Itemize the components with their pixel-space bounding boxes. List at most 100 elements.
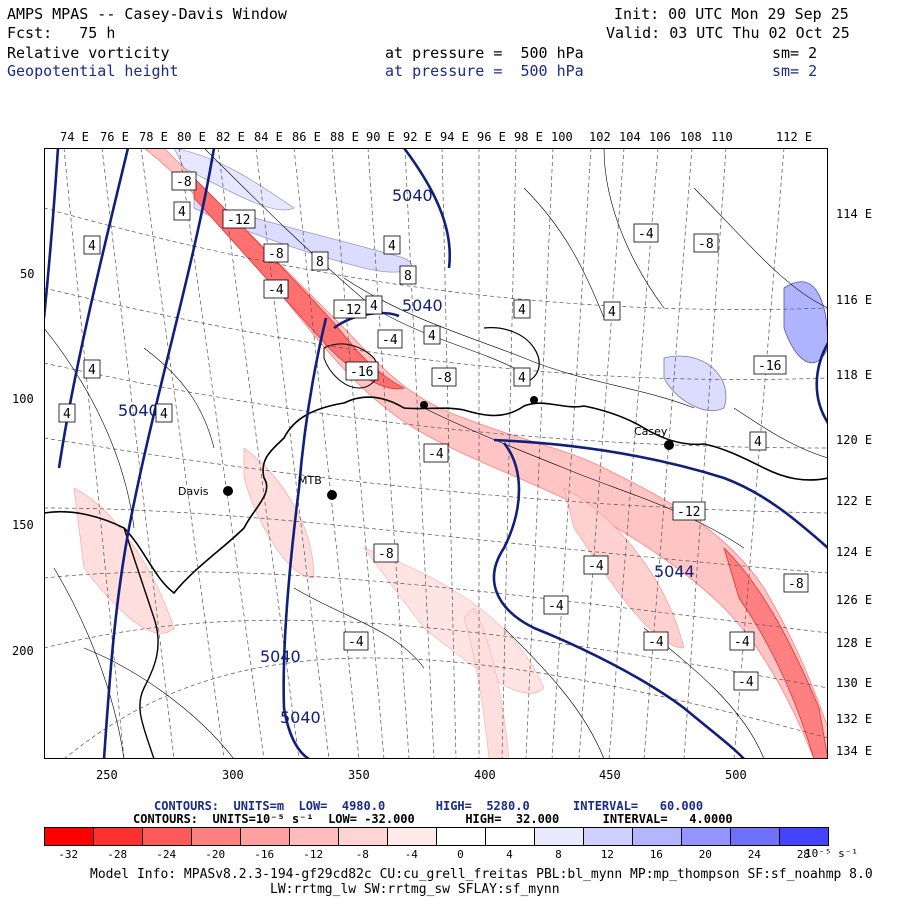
height-contour-info: CONTOURS: UNITS=m LOW= 4980.0 HIGH= 5280… xyxy=(154,799,704,813)
lon-label: 100 xyxy=(551,130,573,144)
graticule-parallels xyxy=(44,207,828,759)
vorticity-label: -8 xyxy=(263,243,289,263)
lon-label: 98 E xyxy=(514,130,543,144)
colorbar-segment xyxy=(485,827,535,846)
lon-label: 82 E xyxy=(216,130,245,144)
svg-text:4: 4 xyxy=(88,363,96,378)
svg-text:-8: -8 xyxy=(176,175,192,190)
antarctic-coastline xyxy=(44,396,828,595)
colorbar-segment xyxy=(289,827,339,846)
svg-text:-4: -4 xyxy=(648,635,664,650)
model-physics-info: LW:rrtmg_lw SW:rrtmg_sw SFLAY:sf_mynn xyxy=(270,882,560,897)
vorticity-label: -4 xyxy=(633,223,659,243)
svg-text:4: 4 xyxy=(388,239,396,254)
svg-text:4: 4 xyxy=(63,407,71,422)
colorbar-tick-label: -32 xyxy=(58,848,79,861)
vorticity-label: -8 xyxy=(373,543,399,563)
lon-label: 108 xyxy=(680,130,702,144)
height-label: 5040 xyxy=(402,296,443,315)
vorticity-label: -4 xyxy=(729,631,755,651)
svg-text:-12: -12 xyxy=(227,213,250,228)
lon-label: 94 E xyxy=(440,130,469,144)
lon-label: 110 xyxy=(711,130,733,144)
lon-label: 86 E xyxy=(292,130,321,144)
colorbar-segment xyxy=(44,827,94,846)
svg-text:4: 4 xyxy=(88,239,96,254)
lon-label: 92 E xyxy=(403,130,432,144)
lon-label: 76 E xyxy=(100,130,129,144)
lon-label: 106 xyxy=(649,130,671,144)
station-mtb[interactable]: MTB xyxy=(298,474,337,500)
svg-text:-8: -8 xyxy=(268,247,284,262)
lon-label: 128 E xyxy=(836,636,873,650)
svg-text:8: 8 xyxy=(404,269,412,284)
vorticity-label: -12 xyxy=(672,501,706,521)
vorticity-label: 4 xyxy=(155,403,173,423)
svg-text:-4: -4 xyxy=(268,283,284,298)
vorticity-label: -8 xyxy=(693,233,719,253)
init-time: Init: 00 UTC Mon 29 Sep 25 xyxy=(614,5,849,23)
height-label: 5040 xyxy=(392,186,433,205)
vorticity-label: -4 xyxy=(543,595,569,615)
vorticity-label: -12 xyxy=(222,209,256,229)
svg-text:-4: -4 xyxy=(428,447,444,462)
positive-vorticity-region xyxy=(663,355,727,411)
station-casey[interactable]: Casey xyxy=(634,425,674,450)
height-label: 5040 xyxy=(260,647,301,666)
svg-text:4: 4 xyxy=(428,329,436,344)
vorticity-label: -4 xyxy=(423,443,449,463)
svg-text:-12: -12 xyxy=(677,505,700,520)
lon-label: 102 xyxy=(589,130,611,144)
negative-vorticity-band xyxy=(463,607,510,759)
height-labels: 5040 5040 5040 5040 5040 5044 xyxy=(118,186,695,727)
vorticity-label: -8 xyxy=(431,367,457,387)
ice-shelf-outline xyxy=(483,327,540,384)
vorticity-label: -4 xyxy=(263,279,289,299)
vorticity-label: -4 xyxy=(343,631,369,651)
colorbar-segment xyxy=(730,827,780,846)
forecast-hour: Fcst: 75 h xyxy=(7,24,116,42)
lon-label: 80 E xyxy=(177,130,206,144)
svg-text:-4: -4 xyxy=(348,635,364,650)
colorbar-tick-label: -4 xyxy=(404,848,418,861)
lon-label: 74 E xyxy=(60,130,89,144)
lon-label: 120 E xyxy=(836,433,873,447)
grid-x-label: 450 xyxy=(599,768,621,782)
svg-text:4: 4 xyxy=(370,299,378,314)
vorticity-label: -12 xyxy=(333,299,367,319)
vorticity-label: 4 xyxy=(513,367,531,387)
colorbar-segment xyxy=(338,827,388,846)
vorticity-labels: -8-12-8-4-12-16-8-4-8-12-8-4-16-4-844488… xyxy=(58,171,809,691)
vorticity-label: 4 xyxy=(383,235,401,255)
colorbar-units: 10⁻⁵ s⁻¹ xyxy=(805,847,858,860)
station-davis[interactable]: Davis xyxy=(178,485,233,498)
svg-text:-16: -16 xyxy=(350,365,373,380)
colorbar-tick-label: -28 xyxy=(107,848,128,861)
grid-x-label: 350 xyxy=(348,768,370,782)
svg-text:4: 4 xyxy=(518,371,526,386)
coastal-marker xyxy=(420,401,428,409)
svg-text:-8: -8 xyxy=(788,577,804,592)
grid-x-label: 300 xyxy=(222,768,244,782)
valid-time: Valid: 03 UTC Thu 02 Oct 25 xyxy=(606,24,850,42)
colorbar-tick-label: -8 xyxy=(355,848,369,861)
lon-label: 88 E xyxy=(330,130,359,144)
grid-x-label: 400 xyxy=(474,768,496,782)
colorbar-segment xyxy=(191,827,241,846)
vorticity-label: 4 xyxy=(83,359,101,379)
lon-label: 132 E xyxy=(836,712,873,726)
colorbar-segment xyxy=(387,827,437,846)
svg-text:-4: -4 xyxy=(588,559,604,574)
colorbar-tick-label: 4 xyxy=(506,848,513,861)
field1-smoothing: sm= 2 xyxy=(772,44,818,62)
vorticity-label: 8 xyxy=(311,251,329,271)
svg-text:4: 4 xyxy=(518,303,526,318)
svg-text:-12: -12 xyxy=(338,303,361,318)
svg-text:4: 4 xyxy=(754,435,762,450)
negative-vorticity-core xyxy=(723,547,828,759)
field2-name: Geopotential height xyxy=(7,62,179,80)
lon-label: 114 E xyxy=(836,207,873,221)
vorticity-label: 4 xyxy=(58,403,76,423)
svg-text:MTB: MTB xyxy=(298,474,322,487)
vorticity-label: -8 xyxy=(783,573,809,593)
